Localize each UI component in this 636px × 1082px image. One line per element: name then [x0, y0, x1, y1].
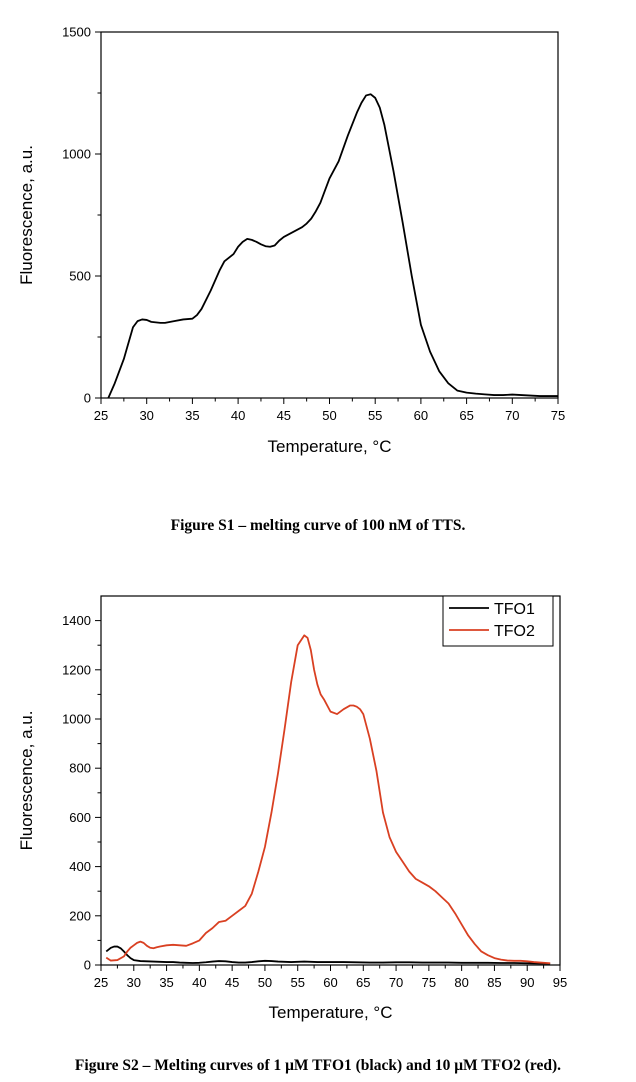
- y-tick-label: 1500: [62, 25, 91, 40]
- series-line-tfo1: [105, 945, 551, 965]
- chart-1-plot-area: 25 30 35 40 45 50 55 60 65 70 75 0 500 1000 1500 Temper…: [17, 25, 565, 457]
- x-tick-label: 50: [322, 408, 336, 423]
- y-tick-label: 200: [69, 908, 91, 923]
- x-tick-label: 45: [277, 408, 291, 423]
- y-tick-label: 600: [69, 810, 91, 825]
- legend-label-tfo1: TFO1: [494, 601, 535, 618]
- series-line-0: [107, 93, 558, 398]
- y-tick-label: 1000: [62, 712, 91, 727]
- y-tick-label: 500: [69, 269, 91, 284]
- x-tick-label: 25: [94, 975, 108, 990]
- x-tick-label: 55: [290, 975, 304, 990]
- x-tick-label: 50: [258, 975, 272, 990]
- y-tick-label: 1200: [62, 662, 91, 677]
- x-tick-label: 35: [185, 408, 199, 423]
- x-tick-label: 25: [94, 408, 108, 423]
- y-tick-label: 0: [84, 958, 91, 973]
- x-tick-label: 30: [139, 408, 153, 423]
- y-axis-title: Fluorescence, a.u.: [17, 145, 36, 285]
- x-tick-label: 90: [520, 975, 534, 990]
- legend-box: [442, 595, 554, 647]
- x-tick-label: 40: [231, 408, 245, 423]
- x-tick-label: 60: [323, 975, 337, 990]
- x-tick-label: 30: [127, 975, 141, 990]
- x-tick-label: 70: [389, 975, 403, 990]
- legend-label-tfo2: TFO2: [494, 623, 535, 640]
- chart-2-plot-area: 25 30 35 40 45 50 55 60 65 70 75 80 85 90 95 0 200 400 600…: [17, 595, 567, 1022]
- x-tick-label: 60: [414, 408, 428, 423]
- x-tick-label: 75: [551, 408, 565, 423]
- x-tick-label: 85: [487, 975, 501, 990]
- x-axis-title: Temperature, °C: [268, 437, 392, 456]
- x-tick-label: 65: [356, 975, 370, 990]
- plot-frame: [100, 31, 559, 399]
- y-tick-label: 0: [84, 391, 91, 406]
- figure-s2-caption: Figure S2 – Melting curves of 1 μM TFO1 …: [74, 1057, 562, 1074]
- chart-1-melting-curve-tts: 25 30 35 40 45 50 55 60 65 70 75 0 500 1000 1500 Temper…: [17, 25, 565, 457]
- y-tick-label: 400: [69, 859, 91, 874]
- x-tick-label: 55: [368, 408, 382, 423]
- chart-2-melting-curves-tfo: 25 30 35 40 45 50 55 60 65 70 75 80 85 90 95 0 200 400 600…: [17, 595, 567, 1022]
- legend: TFO1 TFO2: [442, 595, 554, 647]
- series-line-tfo2: [105, 634, 551, 965]
- x-axis-title: Temperature, °C: [269, 1003, 393, 1022]
- x-tick-label: 35: [159, 975, 173, 990]
- x-tick-label: 70: [505, 408, 519, 423]
- x-tick-label: 95: [553, 975, 567, 990]
- y-tick-label: 800: [69, 761, 91, 776]
- y-tick-label: 1400: [62, 613, 91, 628]
- x-tick-label: 45: [225, 975, 239, 990]
- x-tick-label: 40: [192, 975, 206, 990]
- figure-s1-caption: Figure S1 – melting curve of 100 nM of T…: [170, 517, 466, 534]
- x-tick-label: 75: [422, 975, 436, 990]
- y-axis-title: Fluorescence, a.u.: [17, 711, 36, 851]
- x-tick-label: 80: [454, 975, 468, 990]
- x-tick-label: 65: [459, 408, 473, 423]
- plot-frame: [100, 595, 561, 966]
- y-tick-label: 1000: [62, 147, 91, 162]
